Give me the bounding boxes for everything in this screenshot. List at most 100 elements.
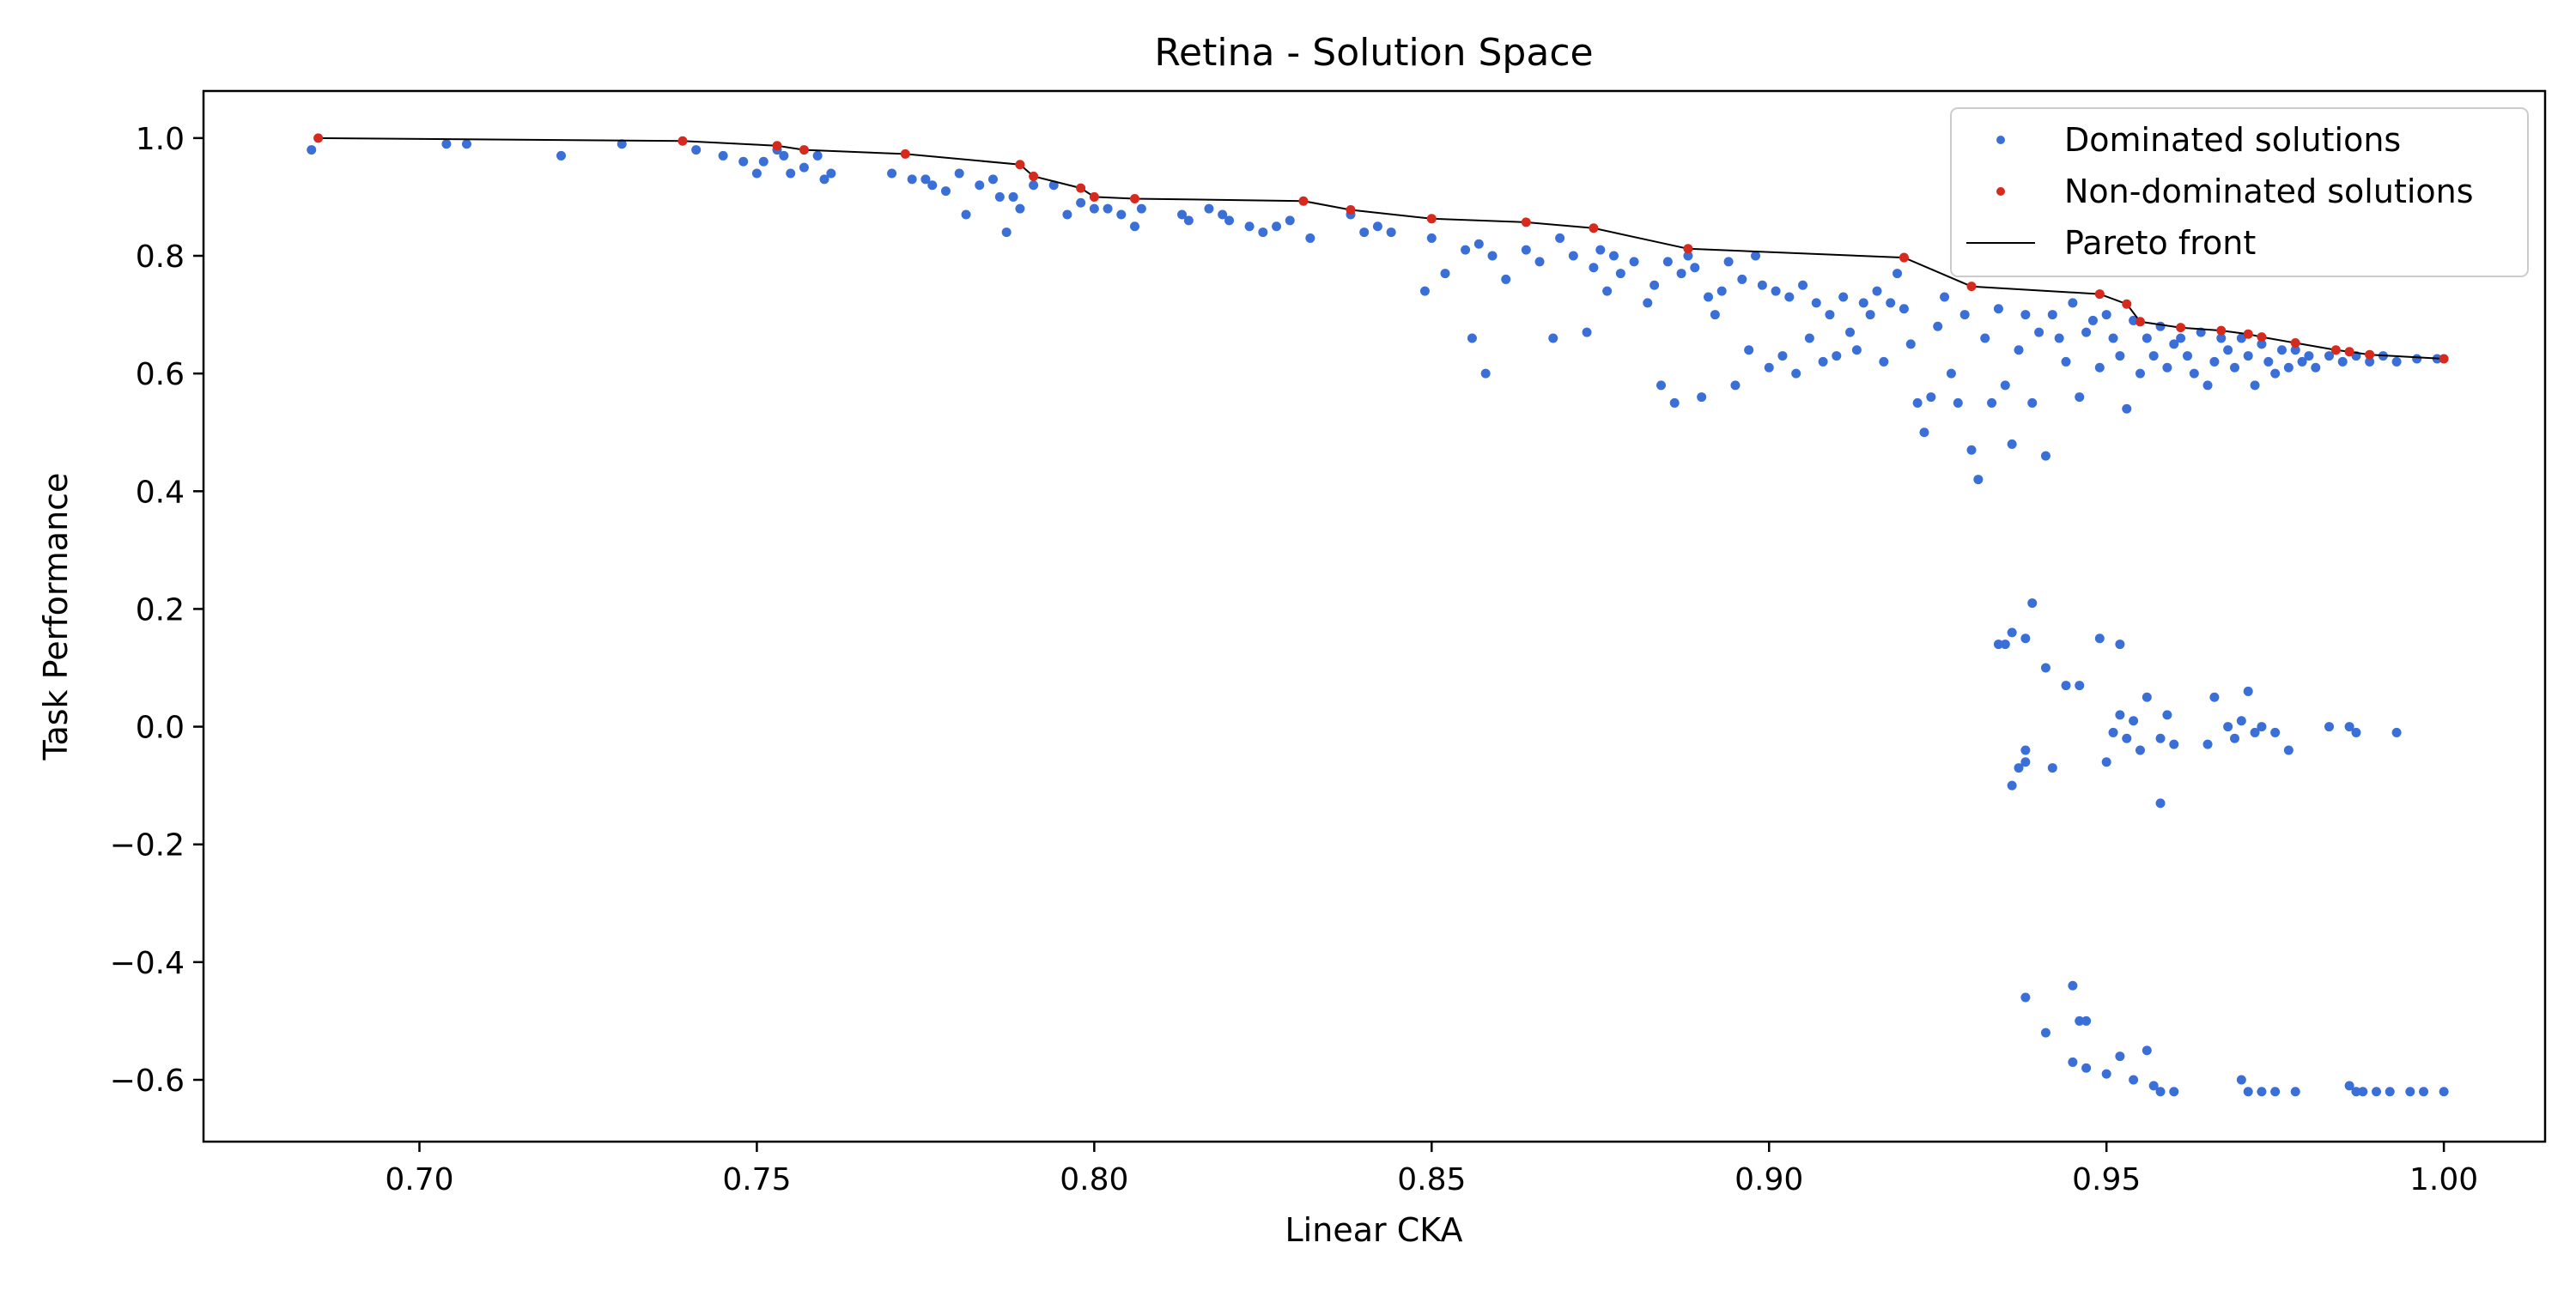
dominated-point — [1710, 310, 1720, 320]
dominated-point — [2108, 727, 2118, 737]
dominated-point — [920, 174, 931, 185]
dominated-point — [1704, 292, 1714, 302]
dominated-point — [2101, 310, 2111, 320]
dominated-point — [2250, 727, 2260, 737]
dominated-point — [718, 150, 728, 161]
dominated-point — [1669, 397, 1680, 408]
y-axis: −0.6 −0.4 −0.2 0.0 0.2 0.4 0.6 0.8 1.0 — [110, 122, 204, 1099]
dominated-point — [1872, 286, 1882, 296]
pareto-front-line — [318, 136, 2445, 360]
dominated-point — [2061, 356, 2071, 367]
dominated-point — [2142, 692, 2152, 702]
dominated-point — [2216, 333, 2227, 343]
dominated-point — [1662, 257, 1673, 267]
y-tick-label: 0.8 — [136, 239, 185, 275]
dominated-point — [2014, 345, 2024, 355]
dominated-point — [1811, 298, 1821, 308]
non-dominated-point — [900, 148, 910, 159]
dominated-point — [2290, 1087, 2300, 1097]
non-dominated-point — [1426, 214, 1437, 224]
dominated-point — [1076, 197, 1086, 208]
dominated-point — [927, 180, 938, 191]
dominated-point — [751, 168, 762, 179]
dominated-point — [2027, 397, 2038, 408]
dominated-point — [887, 168, 897, 179]
y-tick-label: 0.0 — [136, 711, 185, 746]
dominated-point — [1905, 339, 1916, 349]
dominated-point — [2068, 980, 2078, 991]
dominated-point — [2257, 722, 2267, 732]
dominated-point — [1372, 221, 1382, 232]
dominated-point — [1940, 292, 1950, 302]
dominated-point — [1851, 345, 1862, 355]
dominated-point — [2223, 345, 2233, 355]
dominated-point — [1690, 263, 1700, 273]
dominated-point — [617, 139, 627, 149]
dominated-point — [1589, 263, 1599, 273]
dominated-point — [1136, 203, 1146, 214]
dominated-point — [1595, 245, 1606, 255]
dominated-point — [2169, 739, 2179, 749]
dominated-point — [1258, 227, 1268, 238]
dominated-point — [2391, 356, 2402, 367]
dominated-point — [1062, 209, 1072, 220]
dominated-point — [1676, 269, 1686, 279]
legend-label-non-dominated: Non-dominated solutions — [2064, 173, 2474, 210]
dominated-point — [1555, 233, 1565, 243]
dominated-point — [1473, 239, 1484, 249]
dominated-point — [2270, 1087, 2281, 1097]
dominated-point — [2236, 716, 2246, 726]
dominated-point — [1865, 310, 1875, 320]
x-tick-label: 0.95 — [2072, 1162, 2141, 1197]
dominated-point — [2365, 356, 2375, 367]
dominated-point — [2142, 333, 2152, 343]
dominated-point — [1089, 203, 1099, 214]
legend-marker-non-dominated — [1996, 187, 2005, 196]
dominated-point — [1683, 251, 1693, 261]
dominated-point — [1697, 392, 1707, 403]
dominated-point — [2122, 403, 2132, 414]
legend-box — [1950, 107, 2529, 277]
non-dominated-point — [2330, 345, 2341, 355]
non-dominated-point — [2290, 337, 2300, 348]
dominated-point — [2324, 722, 2335, 732]
dominated-point — [307, 145, 317, 155]
axes-frame — [202, 89, 2547, 1143]
dominated-point — [2162, 362, 2172, 373]
dominated-point — [1204, 203, 1214, 214]
y-tick-label: −0.4 — [110, 946, 185, 981]
dominated-point — [2250, 380, 2260, 391]
y-axis-label: Task Performance — [37, 473, 75, 761]
dominated-point — [2020, 633, 2031, 644]
dominated-point — [2087, 315, 2098, 325]
dominated-point — [2000, 380, 2010, 391]
dominated-point — [1426, 233, 1437, 243]
plot-area — [307, 133, 2449, 1097]
dominated-point — [2142, 1046, 2152, 1056]
non-dominated-point — [2344, 347, 2354, 357]
non-dominated-point — [1899, 252, 1909, 263]
dominated-point — [2148, 351, 2159, 361]
non-dominated-point — [2439, 354, 2449, 364]
dominated-point — [1987, 397, 1997, 408]
dominated-point — [1777, 351, 1788, 361]
dominated-point — [2040, 451, 2050, 461]
x-tick-label: 1.00 — [2409, 1162, 2478, 1197]
dominated-point — [1029, 180, 1039, 191]
dominated-point — [1440, 269, 1450, 279]
dominated-point — [2439, 1087, 2449, 1097]
dominated-point — [2155, 1087, 2166, 1097]
dominated-point — [2020, 757, 2031, 767]
dominated-point — [1993, 304, 2003, 314]
dominated-point — [1798, 280, 1808, 290]
dominated-point — [2129, 716, 2139, 726]
dominated-point — [1116, 209, 1127, 220]
dominated-point — [2337, 356, 2348, 367]
dominated-point — [1218, 209, 1228, 220]
dominated-point — [2075, 681, 2085, 691]
y-tick-label: 0.4 — [136, 475, 185, 510]
dominated-point — [2209, 692, 2220, 702]
dominated-point — [1285, 215, 1295, 226]
dominated-point — [556, 150, 567, 161]
